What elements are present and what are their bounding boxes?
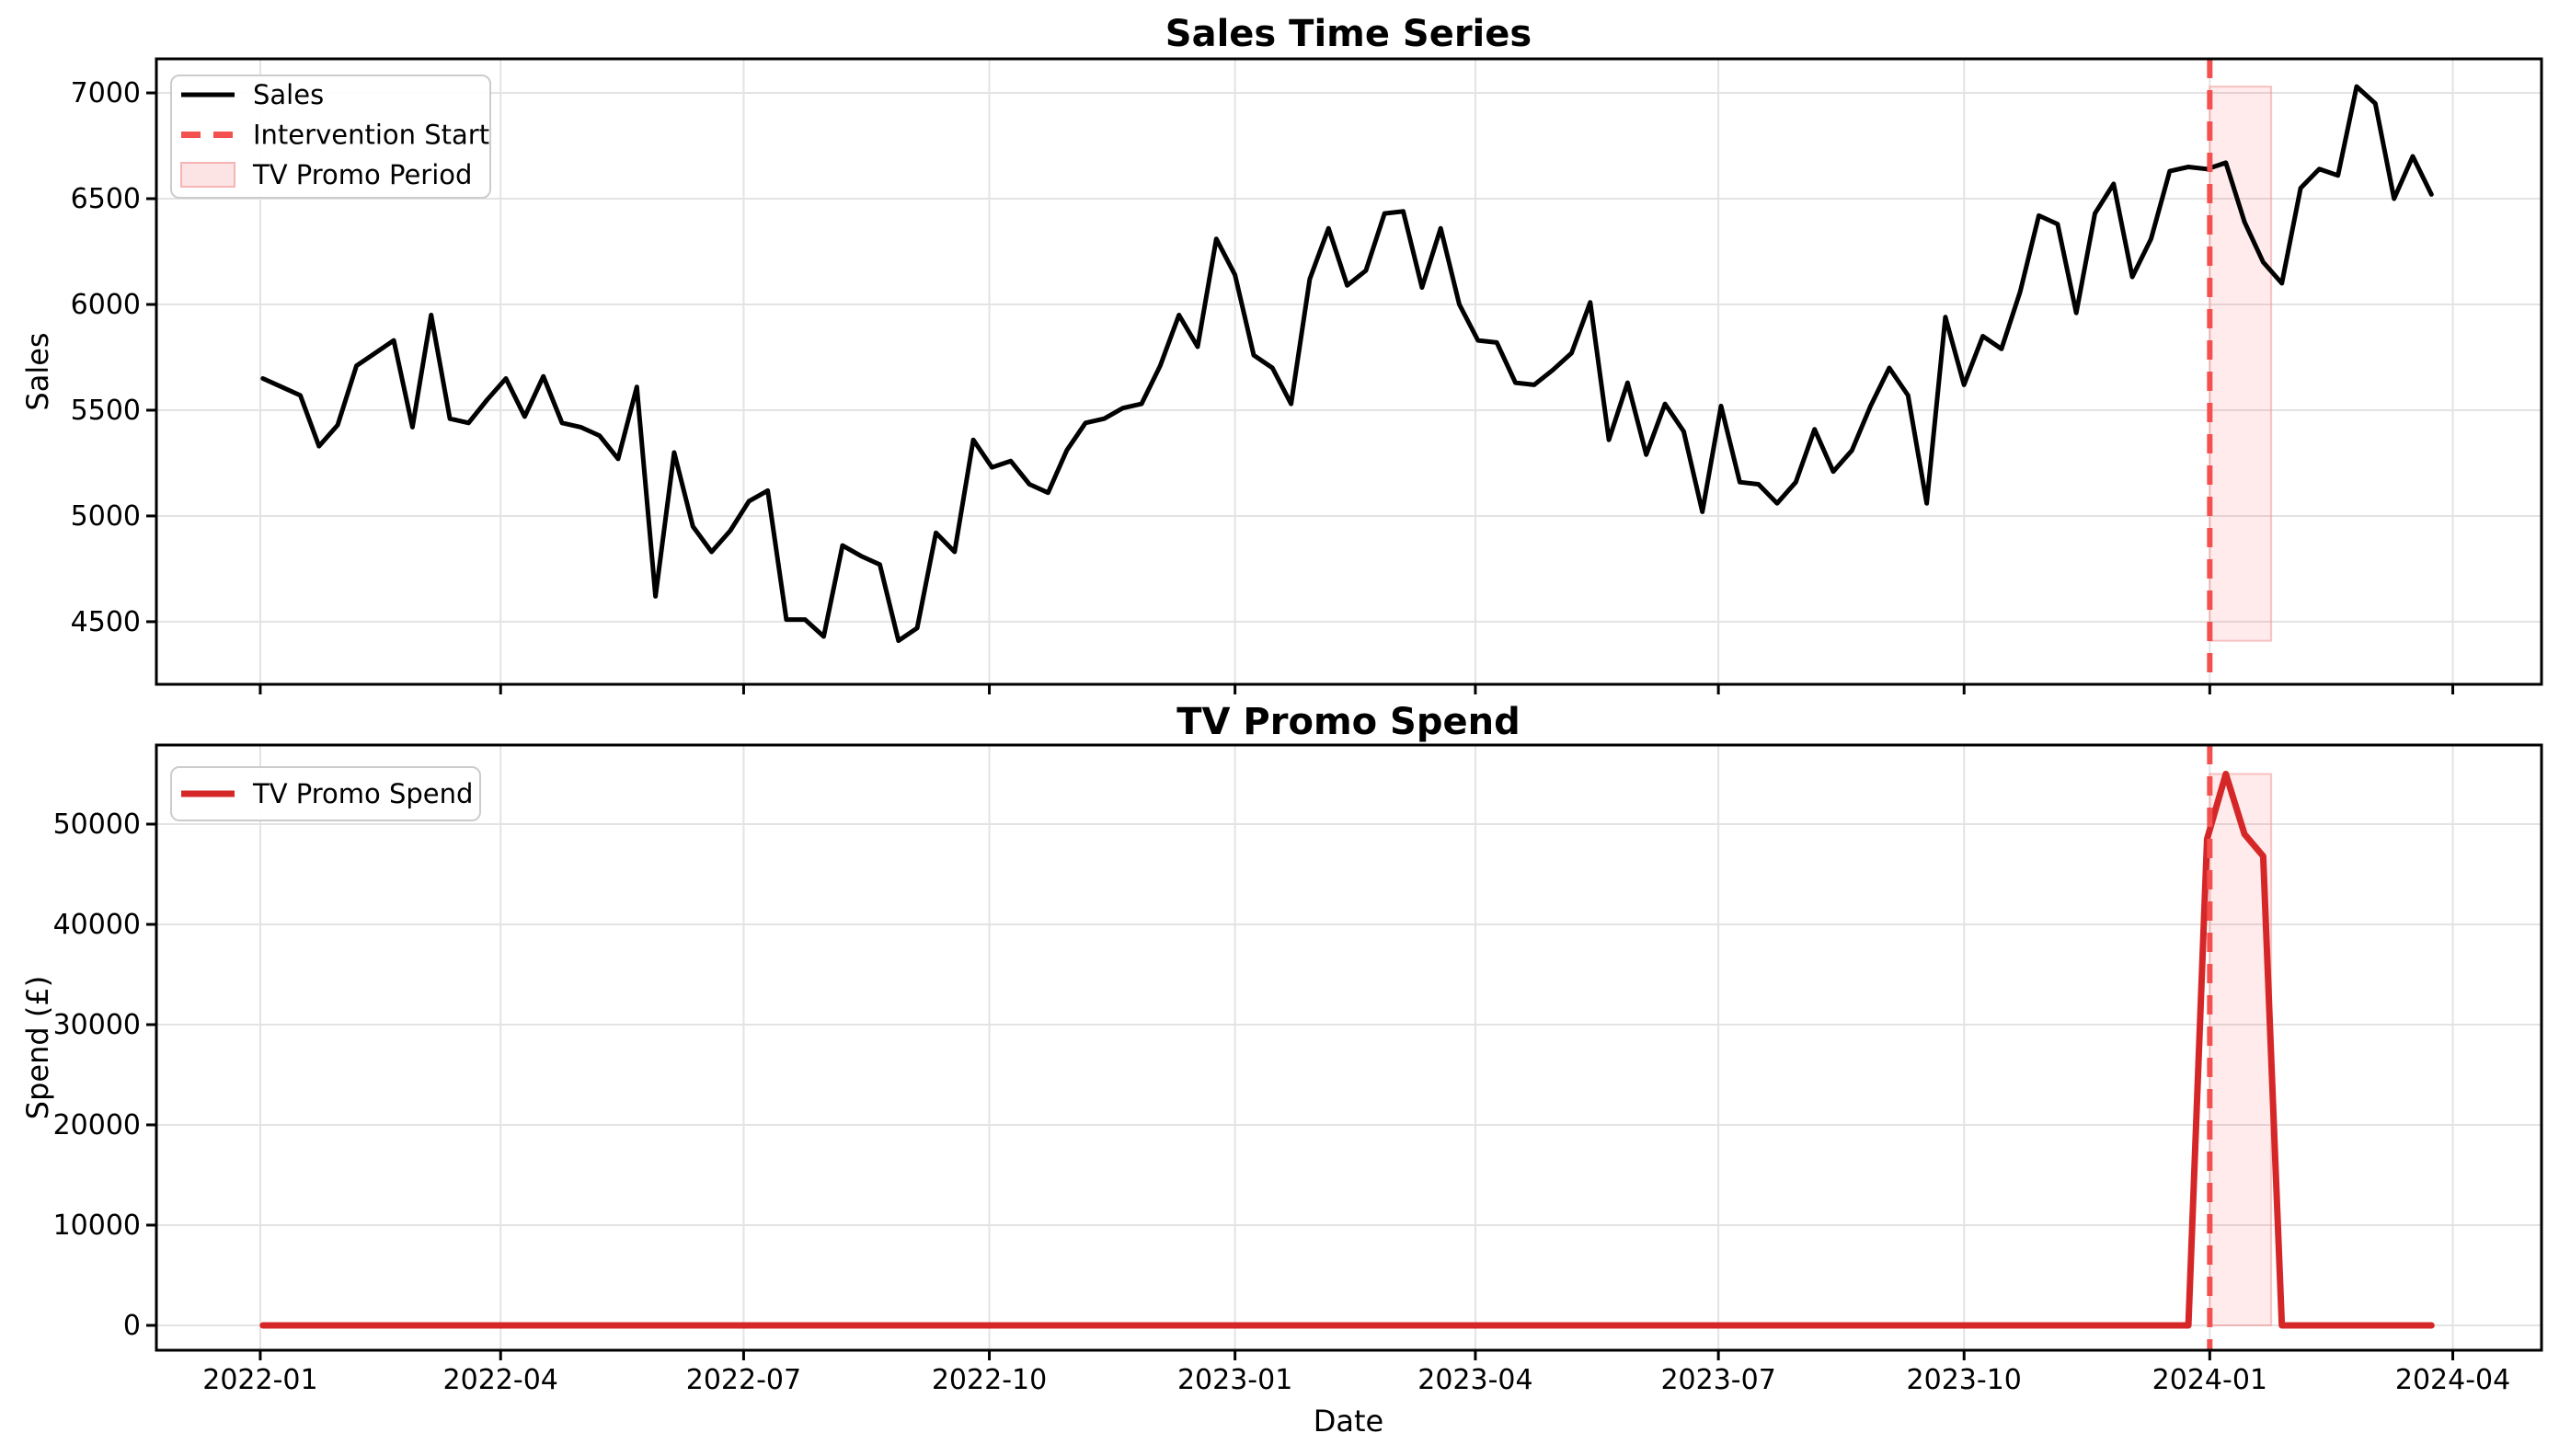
x-tick-label: 2022-07 <box>686 1364 801 1396</box>
sales-legend: Sales Intervention Start TV Promo Period <box>170 75 491 199</box>
y-tick-label: 30000 <box>53 1009 141 1041</box>
x-tick-label: 2023-10 <box>1907 1364 2022 1396</box>
sales-chart-title: Sales Time Series <box>1165 13 1532 55</box>
legend-band-swatch <box>180 162 235 188</box>
y-tick-label: 7000 <box>71 77 141 109</box>
x-tick-label: 2023-07 <box>1660 1364 1775 1396</box>
x-tick-label: 2024-04 <box>2395 1364 2510 1396</box>
x-tick-label: 2022-04 <box>443 1364 558 1396</box>
legend-item-label: Intervention Start <box>253 120 489 151</box>
spend-chart: 2022-01 2022-04 2022-07 2022-10 2023-01 2023-… <box>53 743 2543 1396</box>
x-tick-label: 2022-01 <box>202 1364 317 1396</box>
sales-chart: 4500 5000 5500 6000 6500 7000 Sales Interventio… <box>71 57 2543 694</box>
spend-chart-title: TV Promo Spend <box>1176 701 1520 743</box>
axes-border <box>155 743 2543 1352</box>
legend-item: TV Promo Spend <box>181 778 473 809</box>
promo-period-band <box>2209 86 2273 642</box>
y-tick-label: 20000 <box>53 1109 141 1141</box>
legend-item-label: TV Promo Period <box>252 159 472 190</box>
x-tick-label: 2024-01 <box>2152 1364 2267 1396</box>
spend-plot-area <box>156 745 2542 1350</box>
y-tick-label: 4500 <box>71 606 141 638</box>
axes-border <box>155 57 2543 686</box>
x-tick-label: 2023-01 <box>1177 1364 1292 1396</box>
y-tick-label: 6500 <box>71 183 141 215</box>
legend-box <box>170 766 481 821</box>
y-tick-label: 50000 <box>53 808 141 841</box>
sales-line <box>260 84 2434 644</box>
legend-item-label: TV Promo Spend <box>252 778 473 809</box>
legend-item: Intervention Start <box>181 120 489 151</box>
y-tick-label: 5500 <box>71 395 141 427</box>
y-tick-label: 10000 <box>53 1210 141 1242</box>
sales-plot-area <box>156 59 2542 684</box>
legend-item: TV Promo Period <box>180 159 472 190</box>
sales-y-axis-label: Sales <box>20 332 55 410</box>
legend-item-label: Sales <box>253 79 324 110</box>
x-tick-label: 2023-04 <box>1417 1364 1532 1396</box>
legend-box <box>170 75 491 199</box>
legend-item: Sales <box>181 79 324 110</box>
x-axis-label: Date <box>1314 1404 1383 1439</box>
spend-legend: TV Promo Spend <box>170 766 481 821</box>
spend-line <box>259 771 2435 1329</box>
y-tick-label: 5000 <box>71 500 141 533</box>
x-tick-label: 2022-10 <box>932 1364 1047 1396</box>
y-tick-label: 6000 <box>71 289 141 321</box>
y-tick-label: 40000 <box>53 909 141 941</box>
y-tick-label: 0 <box>123 1310 141 1342</box>
spend-y-axis-label: Spend (£) <box>20 976 55 1119</box>
